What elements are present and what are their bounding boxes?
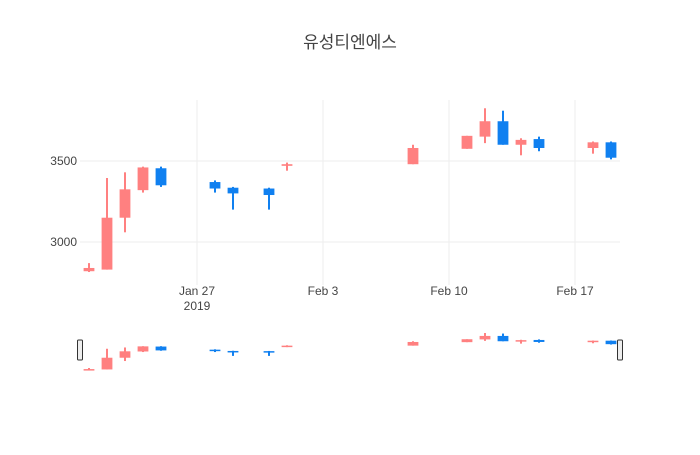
candle-body: [119, 189, 131, 218]
range-slider: [77, 333, 623, 371]
x-tick-label: Jan 27 2019: [179, 284, 215, 313]
x-tick-label: Feb 17: [556, 284, 594, 298]
grid: [80, 100, 620, 285]
plot: [83, 108, 617, 273]
candle-body: [587, 142, 599, 148]
x-tick-label: Feb 10: [430, 284, 468, 298]
candle-body: [533, 139, 545, 148]
mini-candle-body: [209, 349, 221, 352]
candle-body: [479, 121, 491, 137]
mini-candle-body: [497, 335, 509, 342]
mini-candle-body: [587, 340, 599, 343]
chart-title: 유성티엔에스: [303, 33, 397, 52]
candle-body: [101, 217, 113, 270]
mini-candle-body: [515, 340, 527, 342]
candle-body: [407, 147, 419, 165]
candle-body: [281, 164, 293, 166]
y-tick-label: 3500: [50, 154, 77, 168]
mini-candle-body: [155, 346, 167, 351]
y-tick-label: 3000: [50, 235, 77, 249]
candle-body: [605, 142, 617, 158]
candle-body: [497, 121, 509, 145]
mini-candle-body: [479, 335, 491, 340]
mini-candle-body: [605, 340, 617, 345]
mini-candle-body: [461, 339, 473, 343]
candle-body: [263, 188, 275, 196]
candle-body: [461, 135, 473, 149]
mini-candle-body: [227, 350, 239, 353]
mini-candle-body: [407, 341, 419, 346]
mini-candle-body: [137, 346, 149, 352]
mini-candle-body: [533, 339, 545, 342]
candle-body: [137, 167, 149, 191]
x-tick-label: Feb 3: [308, 284, 339, 298]
candle-body: [155, 168, 167, 186]
mini-candle-body: [119, 351, 131, 358]
candle-body: [227, 187, 239, 194]
slider-handle[interactable]: [617, 339, 623, 361]
mini-candle-body: [101, 357, 113, 370]
slider-handle[interactable]: [77, 339, 83, 361]
candle-body: [209, 182, 221, 189]
mini-candle-body: [281, 345, 293, 348]
candle-body: [83, 267, 95, 272]
mini-candle-body: [263, 351, 275, 353]
candle-body: [515, 139, 527, 145]
mini-candle-body: [83, 369, 95, 371]
